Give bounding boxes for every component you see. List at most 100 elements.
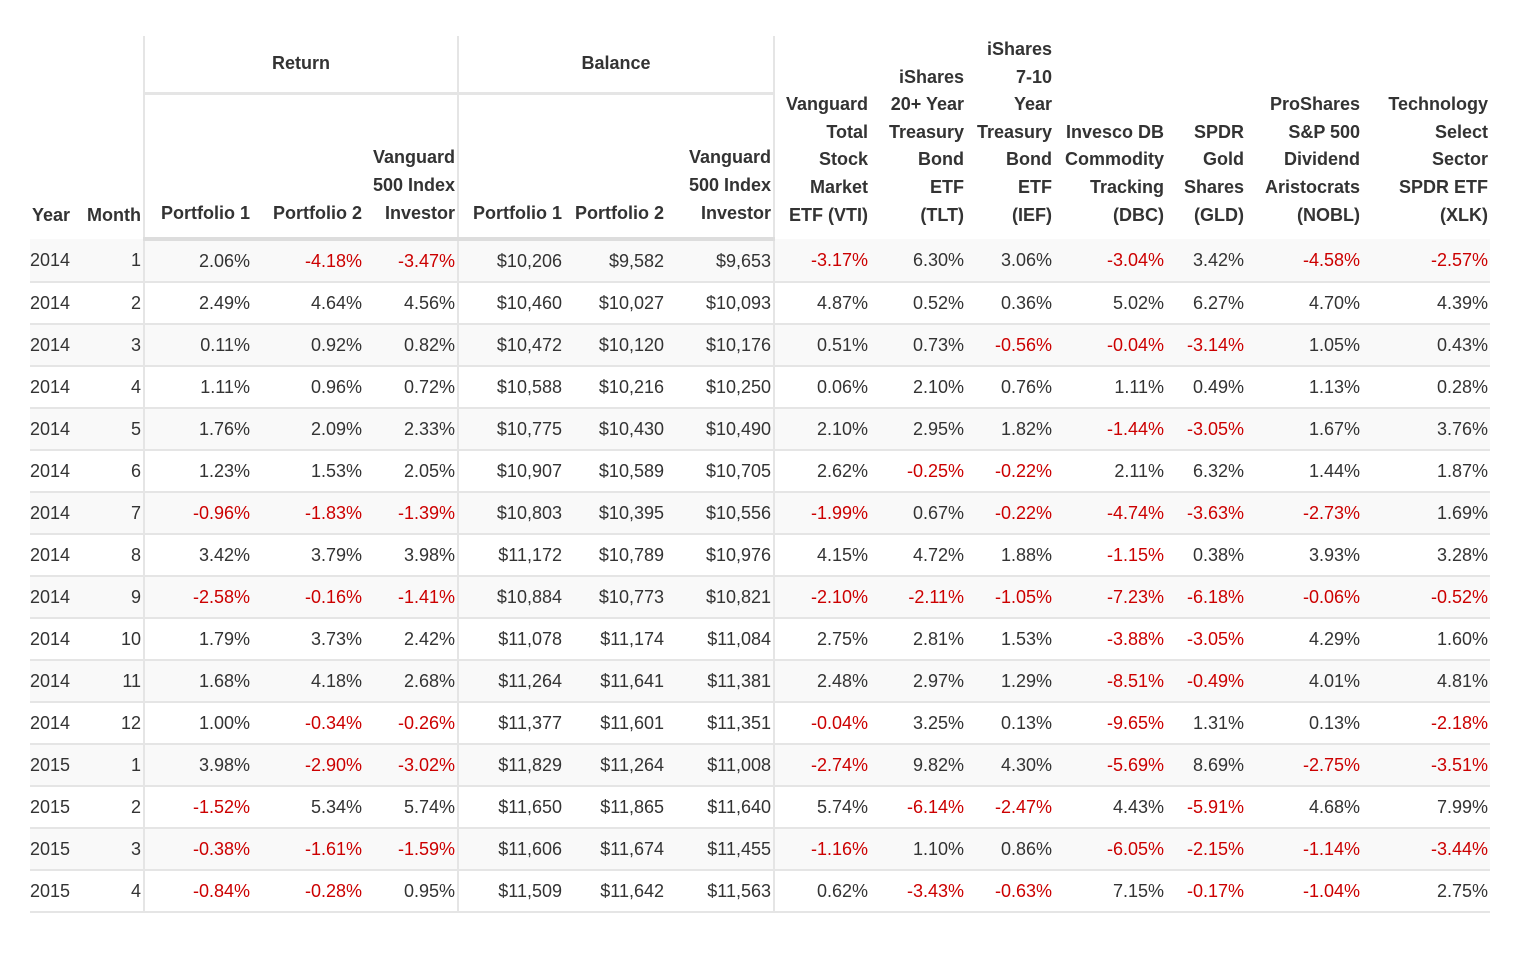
table-row: 2014 11 1.68% 4.18% 2.68% $11,264 $11,641 $11,3… xyxy=(30,660,1491,704)
cell-month: 7 xyxy=(80,492,144,536)
cell-tlt: 2.95% xyxy=(870,408,967,452)
cell-return-portfolio-2: -0.28% xyxy=(252,870,364,914)
cell-balance-portfolio-2: $10,395 xyxy=(564,492,666,536)
table-row: 2014 5 1.76% 2.09% 2.33% $10,775 $10,430 $10,49… xyxy=(30,408,1491,452)
cell-return-portfolio-2: 4.18% xyxy=(252,660,364,704)
cell-balance-vanguard-500: $11,084 xyxy=(666,618,775,662)
cell-gld: -3.05% xyxy=(1166,408,1247,452)
cell-balance-portfolio-2: $11,174 xyxy=(564,618,666,662)
cell-tlt: 2.97% xyxy=(870,660,967,704)
cell-balance-portfolio-1: $10,588 xyxy=(457,366,564,410)
cell-tlt: 6.30% xyxy=(870,239,967,284)
cell-balance-portfolio-2: $10,120 xyxy=(564,324,666,368)
cell-return-portfolio-2: -0.34% xyxy=(252,702,364,746)
cell-return-portfolio-1: 3.42% xyxy=(143,534,252,578)
cell-xlk: 3.28% xyxy=(1362,534,1491,578)
cell-year: 2014 xyxy=(30,408,80,452)
cell-ief: 0.76% xyxy=(966,366,1055,410)
col-header-dbc[interactable]: Invesco DB Commodity Tracking (DBC) xyxy=(1065,121,1165,225)
cell-gld: -5.91% xyxy=(1166,786,1247,830)
cell-gld: 0.49% xyxy=(1166,366,1247,410)
cell-tlt: 2.10% xyxy=(870,366,967,410)
cell-ief: -0.56% xyxy=(966,324,1055,368)
cell-vti: 2.48% xyxy=(773,660,871,704)
cell-balance-portfolio-1: $10,884 xyxy=(457,576,564,620)
col-header-return-portfolio-1[interactable]: Portfolio 1 xyxy=(143,93,252,242)
cell-xlk: 1.69% xyxy=(1362,492,1491,536)
cell-month: 8 xyxy=(80,534,144,578)
col-header-vti[interactable]: Vanguard Total Stock Market ETF (VTI) xyxy=(773,36,871,240)
col-header-balance-vanguard-500[interactable]: Vanguard 500 Index Investor xyxy=(666,93,775,242)
cell-return-portfolio-1: 0.11% xyxy=(143,324,252,368)
col-header-balance-portfolio-2[interactable]: Portfolio 2 xyxy=(564,93,666,242)
cell-nobl: 1.05% xyxy=(1246,324,1363,368)
col-header-return-portfolio-2[interactable]: Portfolio 2 xyxy=(252,93,364,242)
cell-xlk: 1.87% xyxy=(1362,450,1491,494)
cell-gld: -3.05% xyxy=(1166,618,1247,662)
cell-tlt: 9.82% xyxy=(870,744,967,788)
col-header-tlt[interactable]: iShares 20+ Year Treasury Bond ETF (TLT) xyxy=(888,66,965,225)
cell-return-vanguard-500: -1.59% xyxy=(364,828,458,872)
cell-return-portfolio-1: 1.00% xyxy=(143,702,252,746)
table-row: 2014 1 2.06% -4.18% -3.47% $10,206 $9,582 $9,65… xyxy=(30,239,1491,284)
cell-return-portfolio-2: 0.96% xyxy=(252,366,364,410)
cell-balance-portfolio-2: $10,027 xyxy=(564,282,666,326)
cell-return-portfolio-2: -2.90% xyxy=(252,744,364,788)
cell-ief: 0.36% xyxy=(966,282,1055,326)
cell-nobl: 0.13% xyxy=(1246,702,1363,746)
cell-tlt: 1.10% xyxy=(870,828,967,872)
cell-gld: 8.69% xyxy=(1166,744,1247,788)
cell-balance-vanguard-500: $10,976 xyxy=(666,534,775,578)
cell-balance-vanguard-500: $11,640 xyxy=(666,786,775,830)
cell-xlk: 4.81% xyxy=(1362,660,1491,704)
cell-vti: 0.51% xyxy=(773,324,871,368)
cell-return-vanguard-500: -3.47% xyxy=(364,239,458,284)
cell-month: 9 xyxy=(80,576,144,620)
table-row: 2014 6 1.23% 1.53% 2.05% $10,907 $10,589 $10,70… xyxy=(30,450,1491,494)
cell-ief: 4.30% xyxy=(966,744,1055,788)
cell-month: 6 xyxy=(80,450,144,494)
col-header-xlk[interactable]: Technology Select Sector SPDR ETF (XLK) xyxy=(1388,94,1489,225)
cell-month: 10 xyxy=(80,618,144,662)
cell-balance-portfolio-1: $10,775 xyxy=(457,408,564,452)
cell-return-portfolio-2: 3.79% xyxy=(252,534,364,578)
cell-balance-vanguard-500: $11,008 xyxy=(666,744,775,788)
cell-balance-vanguard-500: $10,093 xyxy=(666,282,775,326)
cell-balance-vanguard-500: $10,705 xyxy=(666,450,775,494)
cell-xlk: 1.60% xyxy=(1362,618,1491,662)
cell-nobl: -1.14% xyxy=(1246,828,1363,872)
cell-return-portfolio-2: 4.64% xyxy=(252,282,364,326)
col-header-balance-portfolio-1[interactable]: Portfolio 1 xyxy=(457,93,564,242)
cell-gld: -0.49% xyxy=(1166,660,1247,704)
cell-return-portfolio-1: -0.38% xyxy=(143,828,252,872)
col-header-month[interactable]: Month xyxy=(87,204,141,225)
cell-xlk: 0.43% xyxy=(1362,324,1491,368)
cell-vti: -3.17% xyxy=(773,239,871,284)
col-header-gld[interactable]: SPDR Gold Shares (GLD) xyxy=(1183,121,1245,225)
cell-dbc: -1.15% xyxy=(1054,534,1167,578)
cell-vti: -1.16% xyxy=(773,828,871,872)
monthly-returns-table-container: Year Month Return Balance Vanguard Total S… xyxy=(30,36,1491,914)
cell-ief: -2.47% xyxy=(966,786,1055,830)
col-header-year[interactable]: Year xyxy=(32,204,71,225)
col-header-return-vanguard-500[interactable]: Vanguard 500 Index Investor xyxy=(364,93,458,242)
cell-return-portfolio-1: 1.76% xyxy=(143,408,252,452)
cell-dbc: 1.11% xyxy=(1054,366,1167,410)
table-row: 2014 2 2.49% 4.64% 4.56% $10,460 $10,027 $10,09… xyxy=(30,282,1491,326)
col-header-nobl[interactable]: ProShares S&P 500 Dividend Aristocrats (NOBL… xyxy=(1264,94,1361,225)
cell-tlt: 0.73% xyxy=(870,324,967,368)
cell-return-vanguard-500: 2.33% xyxy=(364,408,458,452)
cell-dbc: -5.69% xyxy=(1054,744,1167,788)
cell-return-vanguard-500: -1.39% xyxy=(364,492,458,536)
cell-tlt: -2.11% xyxy=(870,576,967,620)
cell-balance-portfolio-2: $9,582 xyxy=(564,239,666,284)
cell-year: 2014 xyxy=(30,534,80,578)
cell-month: 1 xyxy=(80,744,144,788)
cell-nobl: 1.13% xyxy=(1246,366,1363,410)
cell-gld: -3.14% xyxy=(1166,324,1247,368)
cell-month: 11 xyxy=(80,660,144,704)
col-header-ief[interactable]: iShares 7-10 Year Treasury Bond ETF (IEF) xyxy=(976,39,1053,225)
cell-return-portfolio-1: 2.06% xyxy=(143,239,252,284)
table-row: 2014 9 -2.58% -0.16% -1.41% $10,884 $10,773 $10… xyxy=(30,576,1491,620)
cell-balance-vanguard-500: $10,490 xyxy=(666,408,775,452)
